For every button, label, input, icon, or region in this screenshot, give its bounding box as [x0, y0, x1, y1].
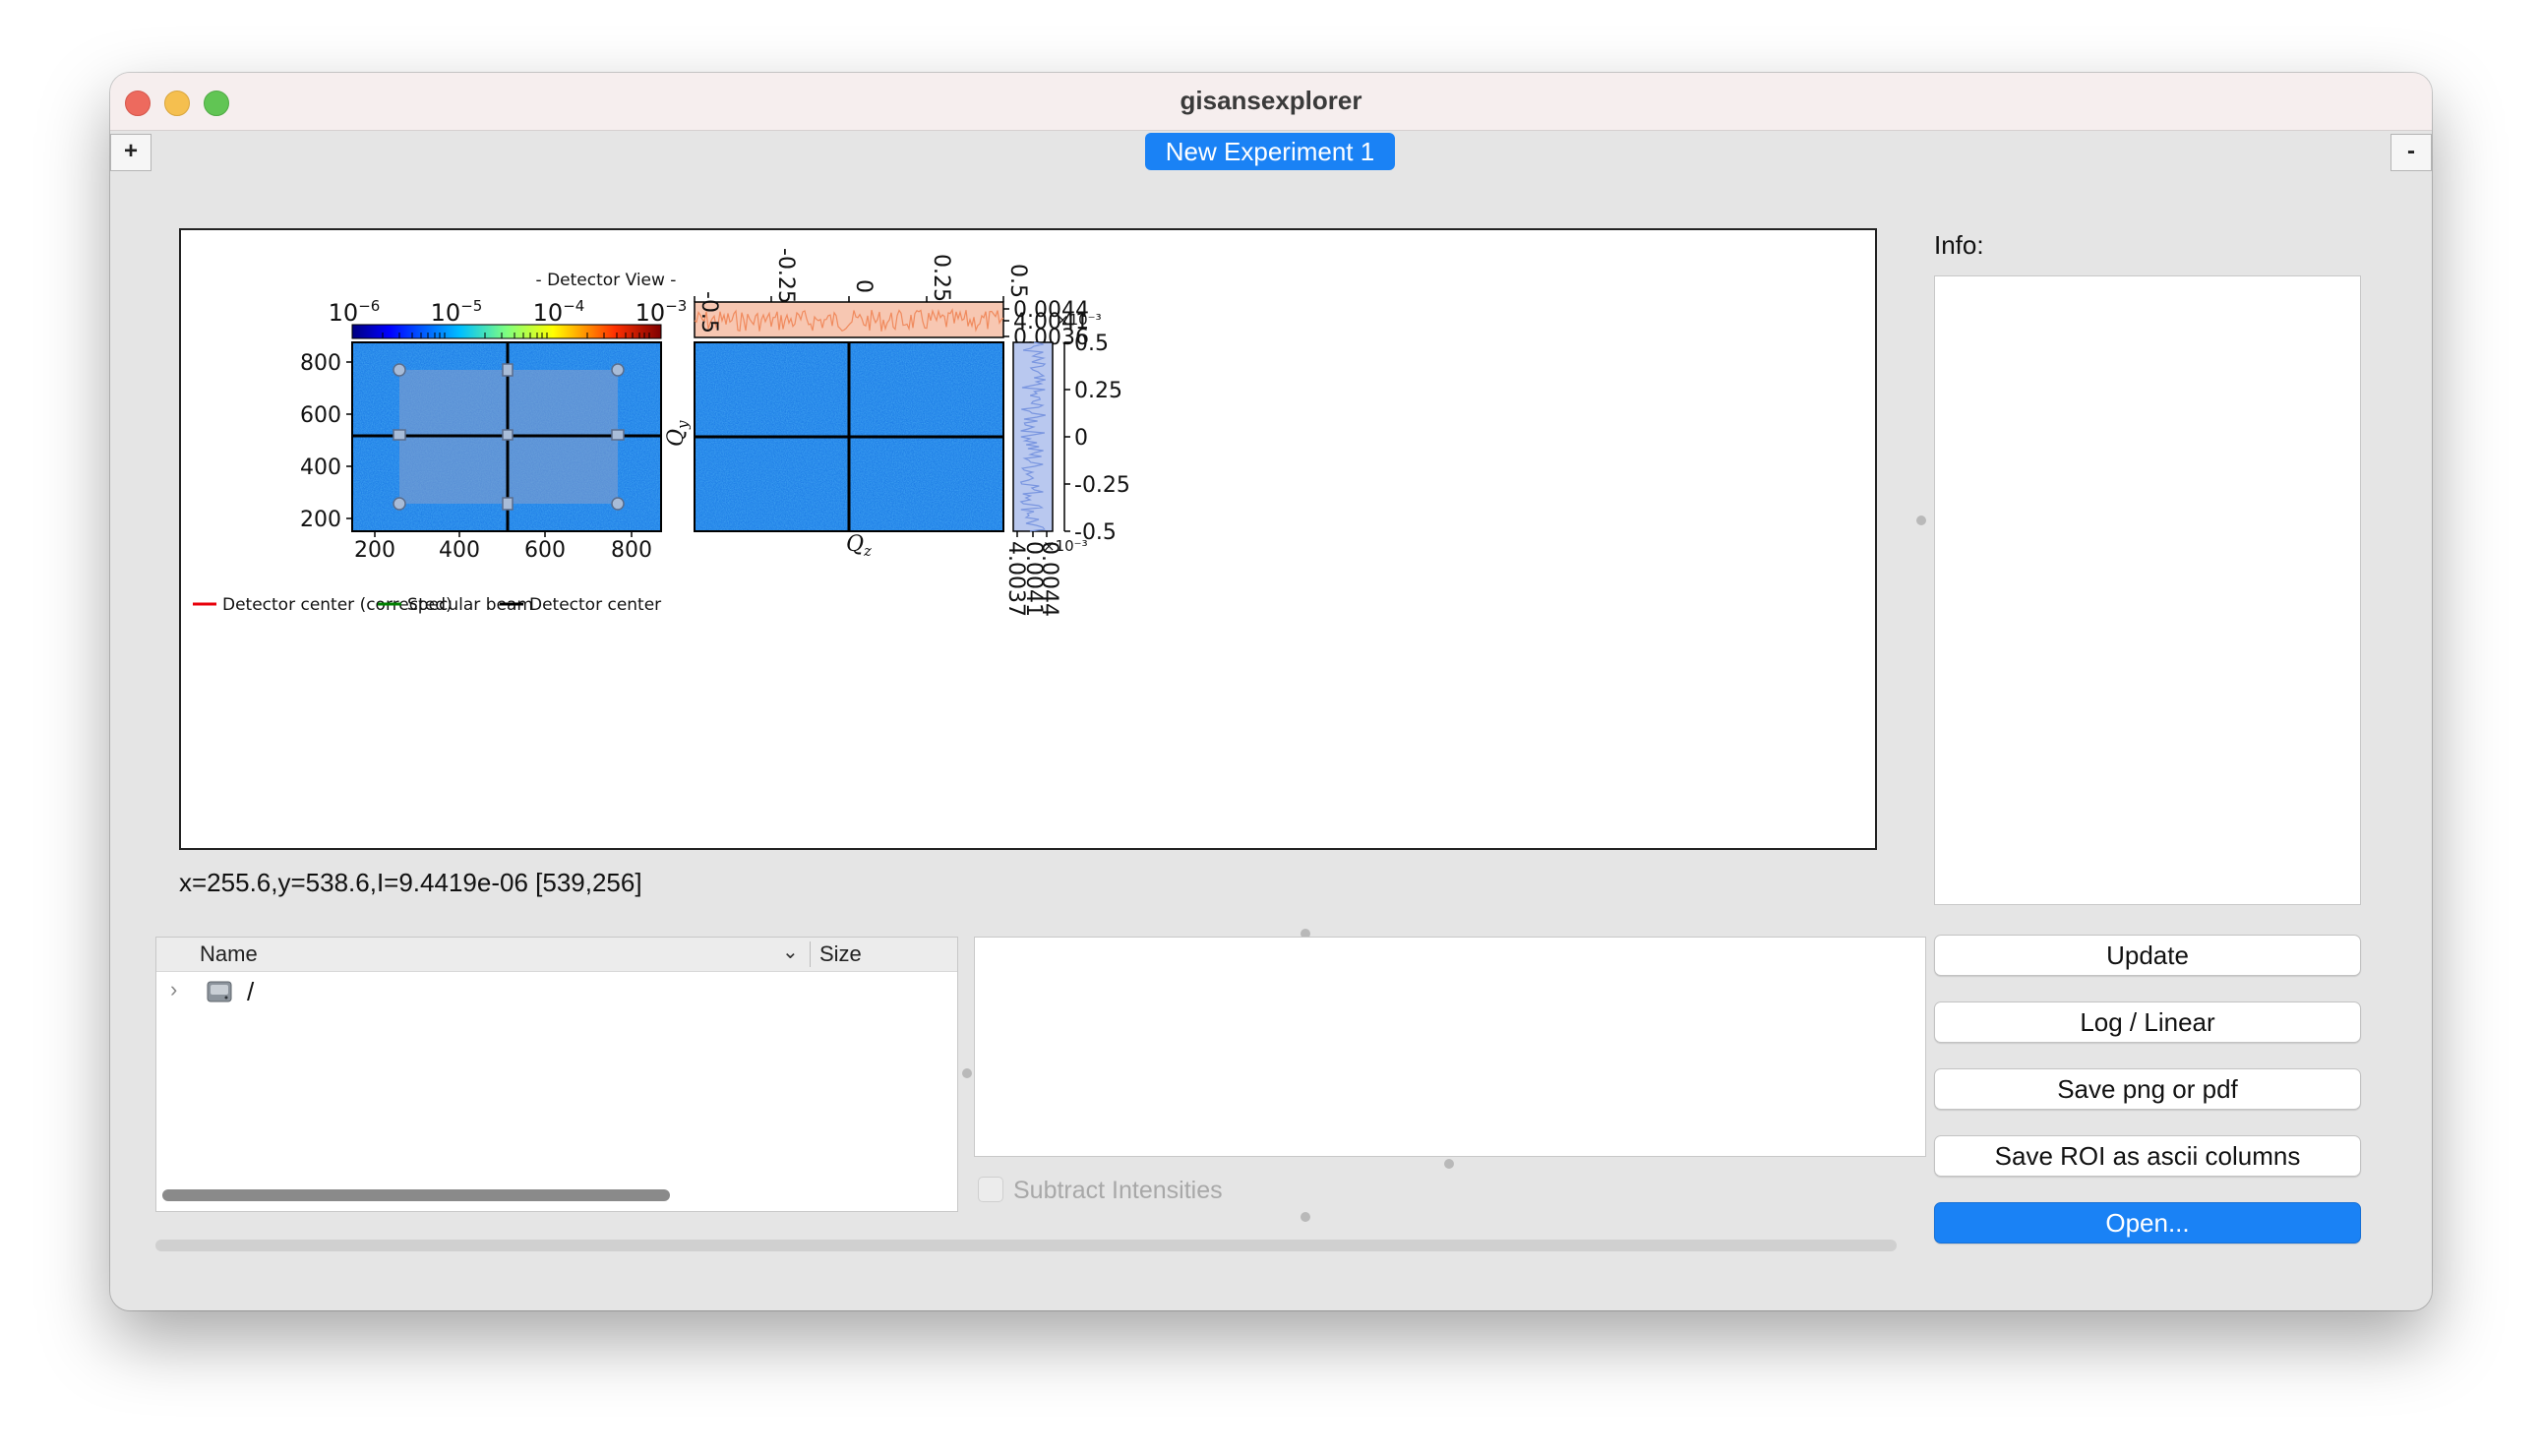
- column-divider: [810, 941, 811, 967]
- subtract-intensities-label: Subtract Intensities: [1013, 1177, 1223, 1204]
- app-window: gisansexplorer + New Experiment 1 -: [110, 73, 2432, 1310]
- window-title: gisansexplorer: [1180, 86, 1362, 115]
- update-button[interactable]: Update: [1934, 935, 2361, 976]
- detector-xtick-600: 600: [524, 538, 566, 563]
- splitter-handle-textbox[interactable]: [1444, 1159, 1454, 1169]
- detector-xtick-400: 400: [439, 538, 480, 563]
- top-profile-scale: ×10⁻³: [1057, 311, 1102, 329]
- save-png-button[interactable]: Save png or pdf: [1934, 1068, 2361, 1110]
- splitter-handle-top[interactable]: [1301, 929, 1310, 939]
- colorbar: [351, 324, 662, 339]
- column-size-header[interactable]: Size: [819, 941, 862, 966]
- roi-handles[interactable]: [393, 363, 625, 511]
- column-name-header[interactable]: Name: [200, 941, 258, 966]
- remove-tab-button[interactable]: -: [2391, 134, 2432, 171]
- detector-title: - Detector View -: [536, 271, 677, 290]
- detector-xtick-800: 800: [611, 538, 652, 563]
- plot-canvas[interactable]: - Detector View - 10−6 10−5 10−4 10−3: [179, 228, 1877, 850]
- colorbar-tick-1: 10−5: [431, 297, 483, 327]
- top-profile-tick-1: 4.0041: [1013, 310, 1089, 334]
- legend-label-corrected: Detector center (corrected): [222, 595, 453, 615]
- detector-ytick-800: 800: [300, 351, 341, 376]
- hard-drive-icon: [207, 981, 232, 1002]
- detector-ytick-400: 400: [300, 455, 341, 480]
- tree-item-label: /: [247, 977, 255, 1006]
- zoom-window-button[interactable]: [204, 91, 229, 116]
- legend-label-center: Detector center: [529, 595, 661, 615]
- tab-new-experiment-1[interactable]: New Experiment 1: [1145, 133, 1395, 170]
- colorbar-tick-0: 10−6: [329, 297, 381, 327]
- side-profile-tick-2: 0.0044: [1037, 541, 1061, 617]
- close-window-button[interactable]: [125, 91, 151, 116]
- save-roi-button[interactable]: Save ROI as ascii columns: [1934, 1135, 2361, 1177]
- side-profile-line: [1019, 341, 1047, 532]
- bottom-scrollbar[interactable]: [155, 1240, 1897, 1251]
- colorbar-tick-3: 10−3: [636, 297, 688, 327]
- subtract-intensities-checkbox[interactable]: Subtract Intensities: [978, 1177, 1223, 1205]
- qy-axis-label: Qy: [664, 420, 692, 447]
- minimize-window-button[interactable]: [164, 91, 190, 116]
- side-profile-scale: ×10⁻³: [1043, 537, 1088, 555]
- q-top-tick-0: -0.5: [696, 291, 721, 334]
- q-top-tick-1: -0.25: [773, 248, 798, 304]
- side-profile-tick-0: 4.0037: [1003, 541, 1028, 617]
- tree-header: Name ⌄ Size: [156, 938, 957, 972]
- q-right-tick-3: -0.25: [1074, 473, 1130, 498]
- log-linear-button[interactable]: Log / Linear: [1934, 1001, 2361, 1043]
- sort-chevron-icon[interactable]: ⌄: [782, 941, 799, 963]
- side-profile-tick-1: 0.0041: [1021, 541, 1046, 617]
- info-text-area[interactable]: [1934, 275, 2361, 905]
- top-profile-tick-0: 0.0044: [1013, 298, 1089, 323]
- q-right-tick-4: -0.5: [1074, 520, 1117, 545]
- q-top-tick-2: 0: [851, 279, 876, 293]
- open-button[interactable]: Open...: [1934, 1202, 2361, 1244]
- add-tab-button[interactable]: +: [110, 134, 151, 171]
- side-profile-plot: [1012, 341, 1054, 532]
- colorbar-tick-2: 10−4: [533, 297, 585, 327]
- splitter-handle-vertical[interactable]: [1916, 516, 1926, 525]
- expand-chevron-icon[interactable]: ›: [170, 977, 178, 1001]
- detector-xtick-200: 200: [354, 538, 395, 563]
- info-label: Info:: [1934, 230, 1984, 260]
- comparison-text-area[interactable]: [974, 937, 1926, 1157]
- file-tree[interactable]: Name ⌄ Size › /: [155, 937, 958, 1212]
- q-right-tick-1: 0.25: [1074, 379, 1122, 403]
- legend-label-specular: Specular beam: [407, 595, 533, 615]
- top-profile-line: [694, 308, 1004, 333]
- detector-ytick-200: 200: [300, 508, 341, 532]
- tree-row-root[interactable]: › /: [156, 975, 957, 1010]
- qz-axis-label: Qz: [846, 532, 872, 560]
- checkbox-box[interactable]: [978, 1177, 1003, 1202]
- detector-ytick-600: 600: [300, 403, 341, 428]
- q-top-tick-3: 0.25: [929, 254, 953, 302]
- q-top-tick-4: 0.5: [1005, 264, 1030, 298]
- splitter-handle-bottom[interactable]: [1301, 1212, 1310, 1222]
- title-bar: gisansexplorer: [110, 73, 2432, 131]
- horizontal-scrollbar[interactable]: [162, 1189, 670, 1201]
- splitter-handle-middle[interactable]: [962, 1068, 972, 1078]
- q-right-tick-0: 0.5: [1074, 332, 1109, 356]
- q-right-tick-2: 0: [1074, 426, 1088, 451]
- plot-svg: - Detector View - 10−6 10−5 10−4 10−3: [193, 248, 1130, 617]
- cursor-coordinates: x=255.6,y=538.6,I=9.4419e-06 [539,256]: [179, 868, 642, 897]
- top-profile-plot: [694, 301, 1004, 338]
- plot-legend: Detector center (corrected) Specular bea…: [193, 595, 661, 615]
